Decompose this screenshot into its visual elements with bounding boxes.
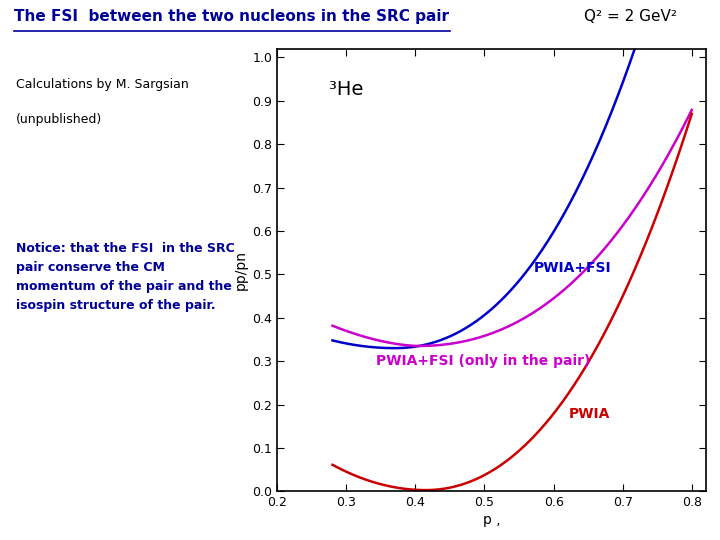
Text: Calculations by M. Sargsian: Calculations by M. Sargsian bbox=[16, 78, 189, 91]
Text: The FSI  between the two nucleons in the SRC pair: The FSI between the two nucleons in the … bbox=[14, 9, 449, 24]
X-axis label: p ,: p , bbox=[482, 514, 500, 528]
Text: PWIA+FSI (only in the pair): PWIA+FSI (only in the pair) bbox=[376, 354, 590, 368]
Text: Notice: that the FSI  in the SRC
pair conserve the CM
momentum of the pair and t: Notice: that the FSI in the SRC pair con… bbox=[16, 242, 235, 312]
Text: Q² = 2 GeV²: Q² = 2 GeV² bbox=[583, 9, 677, 24]
Text: PWIA+FSI: PWIA+FSI bbox=[534, 261, 612, 275]
Text: (unpublished): (unpublished) bbox=[16, 113, 102, 126]
Y-axis label: pp/pn: pp/pn bbox=[234, 250, 248, 290]
Text: ³He: ³He bbox=[328, 79, 363, 99]
Text: PWIA: PWIA bbox=[569, 407, 610, 421]
